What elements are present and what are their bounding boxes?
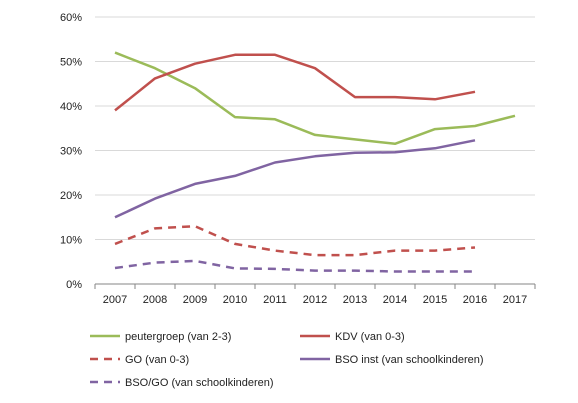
- series-line-3: [114, 224, 476, 257]
- x-tick-label: 2014: [383, 294, 407, 306]
- legend-item: KDV (van 0-3): [300, 331, 405, 343]
- legend-item: BSO inst (van schoolkinderen): [300, 354, 484, 366]
- y-tick-label: 40%: [60, 101, 82, 113]
- x-tick-label: 2013: [343, 294, 367, 306]
- legend-item: peutergroep (van 2-3): [90, 331, 231, 343]
- legend-item: GO (van 0-3): [90, 354, 189, 366]
- series-line-2: [114, 53, 476, 112]
- legend-label: GO (van 0-3): [125, 354, 189, 366]
- series-line-1: [114, 51, 516, 146]
- x-tick-label: 2009: [183, 294, 207, 306]
- x-tick-label: 2008: [143, 294, 167, 306]
- y-tick-label: 10%: [60, 235, 82, 247]
- x-axis-tick-labels: 2007 2008 2009 2010 2011 2012 2013 2014 2015 2016…: [103, 294, 527, 306]
- y-tick-label: 20%: [60, 190, 82, 202]
- gridlines: [95, 16, 535, 240]
- y-tick-label: 30%: [60, 146, 82, 158]
- legend-label: KDV (van 0-3): [335, 331, 405, 343]
- x-tick-label: 2011: [263, 294, 287, 306]
- y-tick-label: 50%: [60, 57, 82, 69]
- legend-label: BSO/GO (van schoolkinderen): [125, 377, 274, 389]
- y-tick-label: 60%: [60, 12, 82, 24]
- x-tick-label: 2016: [463, 294, 487, 306]
- legend-label: BSO inst (van schoolkinderen): [335, 354, 484, 366]
- x-tick-label: 2012: [303, 294, 327, 306]
- series-line-5: [114, 259, 475, 273]
- legend: peutergroep (van 2-3) KDV (van 0-3) GO (va…: [90, 331, 484, 389]
- legend-item: BSO/GO (van schoolkinderen): [90, 377, 274, 389]
- x-tick-label: 2007: [103, 294, 127, 306]
- y-tick-label: 0%: [66, 279, 82, 291]
- axes: [94, 283, 536, 289]
- series-lines: [114, 51, 516, 273]
- x-tick-label: 2015: [423, 294, 447, 306]
- x-tick-label: 2010: [223, 294, 247, 306]
- legend-label: peutergroep (van 2-3): [125, 331, 231, 343]
- series-line-4: [114, 139, 476, 219]
- y-axis-tick-labels: 0% 10% 20% 30% 40% 50% 60%: [60, 12, 82, 291]
- x-tick-label: 2017: [503, 294, 527, 306]
